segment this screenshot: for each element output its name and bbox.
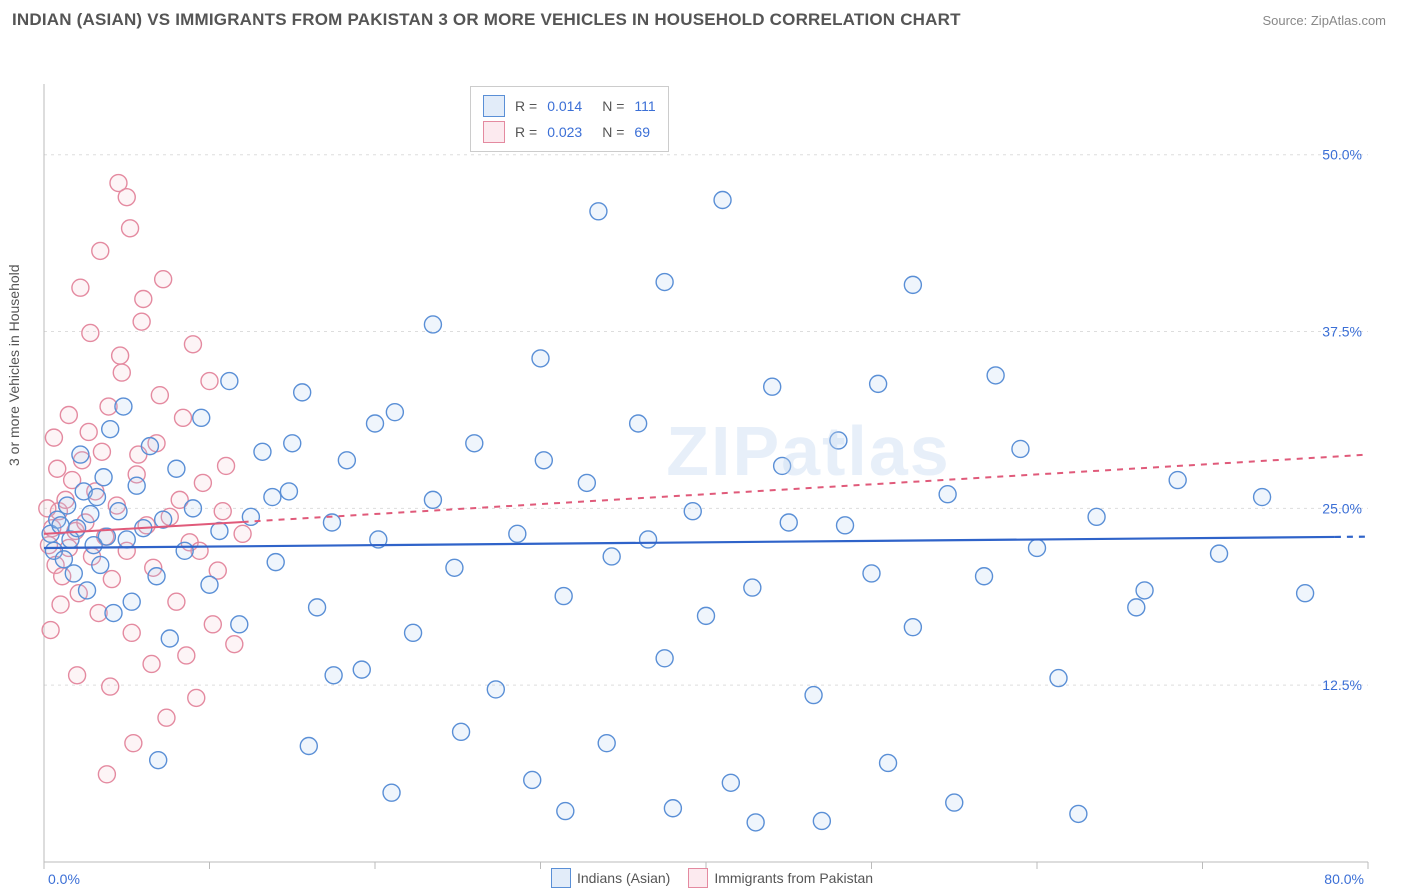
svg-text:50.0%: 50.0%	[1322, 147, 1362, 163]
series-legend: Indians (Asian) Immigrants from Pakistan	[0, 868, 1406, 888]
chart-area: 3 or more Vehicles in Household 12.5% 25.…	[0, 36, 1406, 892]
legend-label: Immigrants from Pakistan	[714, 870, 873, 886]
correlation-legend: R =0.014N =111R =0.023N =69	[470, 86, 669, 152]
correlation-row: R =0.023N =69	[483, 119, 656, 145]
legend-swatch	[688, 868, 708, 888]
legend-label: Indians (Asian)	[577, 870, 670, 886]
svg-text:12.5%: 12.5%	[1322, 677, 1362, 693]
source-label: Source: ZipAtlas.com	[1262, 13, 1386, 28]
chart-title: INDIAN (ASIAN) VS IMMIGRANTS FROM PAKIST…	[12, 10, 961, 30]
scatter-plot: 12.5%25.0%37.5%50.0%0.0%80.0%	[0, 36, 1406, 892]
svg-text:25.0%: 25.0%	[1322, 500, 1362, 516]
y-axis-label: 3 or more Vehicles in Household	[6, 264, 22, 466]
legend-swatch	[551, 868, 571, 888]
svg-text:37.5%: 37.5%	[1322, 324, 1362, 340]
correlation-row: R =0.014N =111	[483, 93, 656, 119]
